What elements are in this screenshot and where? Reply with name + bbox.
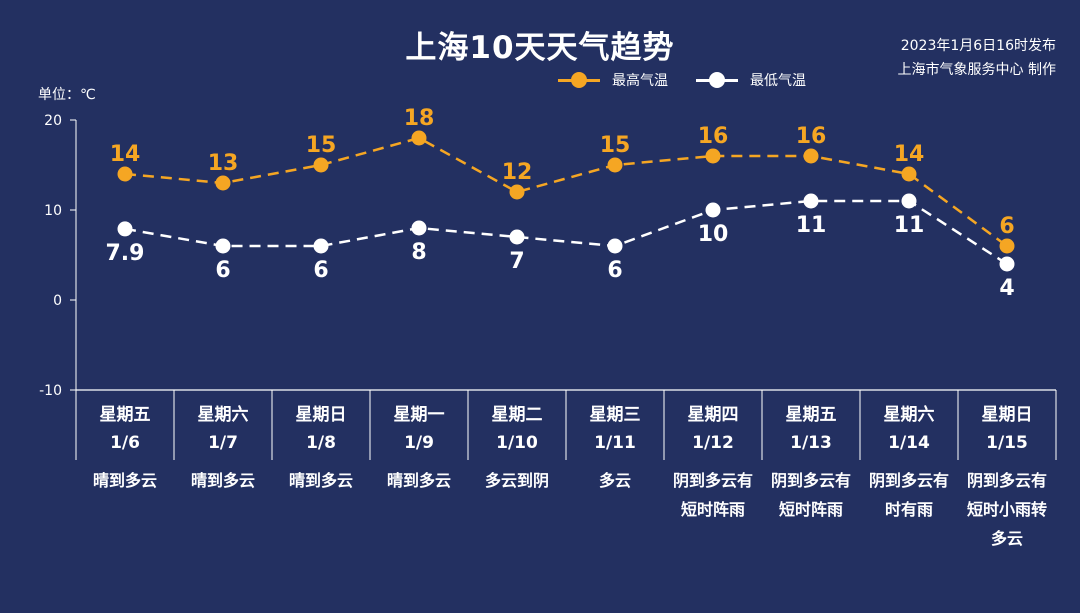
day-column: 星期六 1/7 晴到多云 [174,392,272,495]
day-column: 星期四 1/12 阴到多云有短时阵雨 [664,392,762,524]
day-column: 星期六 1/14 阴到多云有时有雨 [860,392,958,524]
high-temp-point [117,166,133,182]
day-weather: 晴到多云 [288,471,353,490]
day-date: 1/6 [110,433,140,453]
day-weather: 晴到多云 [386,471,451,490]
high-temp-label: 13 [208,151,239,176]
low-temp-label: 6 [215,258,230,283]
day-weekday: 星期六 [883,405,935,425]
high-temp-label: 16 [698,124,729,149]
publish-info: 2023年1月6日16时发布 上海市气象服务中心 制作 [898,34,1056,82]
low-temp-label: 6 [607,258,622,283]
low-temp-line [124,199,1008,266]
low-temp-point [705,202,721,218]
day-weekday: 星期三 [589,405,641,425]
day-weather: 多云 [598,471,631,490]
low-temp-point [509,229,525,245]
low-temp-point [313,238,329,254]
legend-high-marker [558,72,600,88]
day-weather: 阴到多云有时有雨 [868,471,949,519]
y-tick-label: -10 [39,383,62,399]
day-weather: 阴到多云有短时小雨转多云 [966,471,1047,548]
day-column: 星期五 1/13 阴到多云有短时阵雨 [762,392,860,524]
day-date: 1/15 [986,433,1028,453]
high-temp-label: 6 [999,214,1014,239]
day-weekday: 星期六 [197,405,249,425]
low-temp-point [215,238,231,254]
publish-time: 2023年1月6日16时发布 [900,38,1056,54]
legend-low-marker [696,72,738,88]
day-weekday: 星期五 [99,405,151,425]
day-column: 星期三 1/11 多云 [566,392,664,495]
day-weekday: 星期一 [393,405,445,425]
legend-high-label: 最高气温 [612,73,668,89]
legend: 最高气温 最低气温 [558,70,806,90]
low-temp-point [999,256,1015,272]
day-date: 1/9 [404,433,434,453]
high-temp-point [215,175,231,191]
high-temp-label: 16 [796,124,827,149]
low-temp-label: 6 [313,258,328,283]
low-temp-point [117,221,133,237]
day-date: 1/10 [496,433,538,453]
high-temp-label: 14 [894,142,925,167]
day-weekday: 星期四 [687,405,739,425]
y-tick-label: 20 [44,113,62,129]
legend-item-high: 最高气温 [558,70,668,90]
day-weekday: 星期二 [491,405,543,425]
day-date: 1/13 [790,433,832,453]
high-temp-point [607,157,623,173]
high-temp-point [901,166,917,182]
day-weather: 阴到多云有短时阵雨 [672,471,753,519]
low-temp-point [607,238,623,254]
low-temp-point [803,193,819,209]
day-date: 1/12 [692,433,734,453]
low-temp-label: 11 [894,213,925,238]
high-temp-label: 12 [502,160,533,185]
low-temp-point [901,193,917,209]
day-column: 星期一 1/9 晴到多云 [370,392,468,495]
high-temp-label: 18 [404,106,435,131]
day-weather: 晴到多云 [92,471,157,490]
chart-title: 上海10天天气趋势 [405,30,675,66]
low-temp-label: 10 [698,222,729,247]
day-date: 1/7 [208,433,238,453]
publisher: 上海市气象服务中心 制作 [897,62,1056,78]
high-temp-point [705,148,721,164]
day-weekday: 星期日 [981,405,1033,425]
day-date: 1/11 [594,433,636,453]
high-temp-point [803,148,819,164]
day-weekday: 星期五 [785,405,837,425]
day-date: 1/8 [306,433,336,453]
high-temp-point [313,157,329,173]
low-temp-label: 11 [796,213,827,238]
low-temp-label: 8 [411,240,426,265]
low-temp-label: 7.9 [106,241,145,266]
high-temp-point [411,130,427,146]
low-temp-label: 4 [999,276,1014,301]
y-tick-label: 0 [53,293,62,309]
day-weather: 阴到多云有短时阵雨 [770,471,851,519]
high-temp-line [124,136,1008,248]
legend-low-label: 最低气温 [750,73,806,89]
high-temp-label: 15 [600,133,631,158]
day-column: 星期日 1/8 晴到多云 [272,392,370,495]
low-temp-label: 7 [509,249,524,274]
high-temp-point [509,184,525,200]
day-column: 星期日 1/15 阴到多云有短时小雨转多云 [958,392,1056,553]
y-tick-label: 10 [44,203,62,219]
day-column: 星期二 1/10 多云到阴 [468,392,566,495]
unit-label: 单位：℃ [38,87,96,103]
day-date: 1/14 [888,433,930,453]
day-weekday: 星期日 [295,405,347,425]
high-temp-label: 15 [306,133,337,158]
day-weather: 晴到多云 [190,471,255,490]
low-temp-point [411,220,427,236]
day-column: 星期五 1/6 晴到多云 [76,392,174,495]
high-temp-label: 14 [110,142,141,167]
high-temp-point [999,238,1015,254]
day-weather: 多云到阴 [484,471,549,490]
legend-item-low: 最低气温 [696,70,806,90]
